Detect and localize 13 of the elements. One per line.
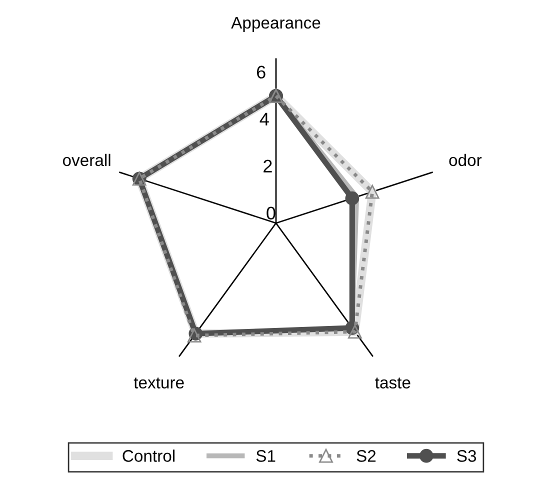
y-tick-label: 0 [266,206,276,220]
y-tick-label: 6 [257,66,266,79]
spoke-label: overall [62,154,110,166]
y-tick-label: 2 [264,160,272,172]
y-tick-label: 4 [260,112,269,126]
legend-label: Control [122,450,175,462]
legend-label: S2 [356,450,376,462]
legend-label: S3 [457,450,476,462]
spoke-label: taste [375,378,410,389]
spoke-label: texture [134,378,184,389]
spoke-label: odor [449,154,482,166]
spoke-label: Appearance [231,17,320,32]
legend-label: S1 [256,450,276,462]
